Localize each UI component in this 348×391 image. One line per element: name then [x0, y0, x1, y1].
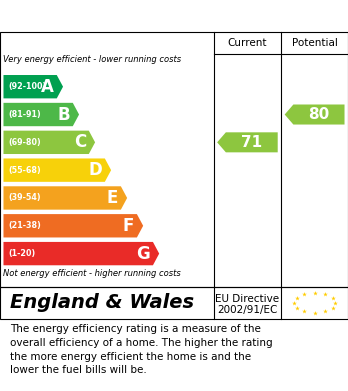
Text: D: D — [88, 161, 102, 179]
Polygon shape — [285, 104, 345, 124]
Text: 2002/91/EC: 2002/91/EC — [217, 305, 278, 315]
Text: B: B — [57, 106, 70, 124]
Polygon shape — [217, 132, 278, 152]
Text: (1-20): (1-20) — [9, 249, 36, 258]
Text: Current: Current — [228, 38, 267, 48]
Polygon shape — [3, 242, 159, 265]
Text: (55-68): (55-68) — [9, 166, 41, 175]
Text: (92-100): (92-100) — [9, 82, 47, 91]
Polygon shape — [3, 103, 79, 126]
Text: 80: 80 — [308, 107, 330, 122]
Text: Potential: Potential — [292, 38, 338, 48]
Text: The energy efficiency rating is a measure of the
overall efficiency of a home. T: The energy efficiency rating is a measur… — [10, 325, 273, 375]
Text: G: G — [136, 245, 150, 263]
Polygon shape — [3, 214, 143, 237]
Polygon shape — [3, 131, 95, 154]
Text: E: E — [107, 189, 118, 207]
Text: England & Wales: England & Wales — [10, 293, 195, 312]
Polygon shape — [3, 186, 127, 210]
Text: (39-54): (39-54) — [9, 194, 41, 203]
Text: Very energy efficient - lower running costs: Very energy efficient - lower running co… — [3, 55, 182, 64]
Polygon shape — [3, 158, 111, 182]
Text: (21-38): (21-38) — [9, 221, 41, 230]
Text: (69-80): (69-80) — [9, 138, 41, 147]
Text: EU Directive: EU Directive — [215, 294, 279, 305]
Text: (81-91): (81-91) — [9, 110, 41, 119]
Text: Not energy efficient - higher running costs: Not energy efficient - higher running co… — [3, 269, 181, 278]
Polygon shape — [3, 75, 63, 99]
Text: Energy Efficiency Rating: Energy Efficiency Rating — [9, 7, 238, 25]
Text: A: A — [41, 78, 54, 96]
Text: C: C — [74, 133, 86, 151]
Text: 71: 71 — [241, 135, 262, 150]
Text: F: F — [123, 217, 134, 235]
